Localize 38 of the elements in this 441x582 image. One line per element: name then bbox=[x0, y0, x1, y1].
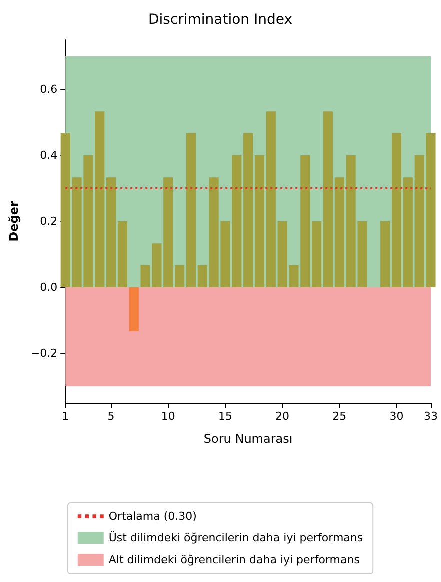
x-tick-label: 20 bbox=[276, 410, 290, 423]
legend-label: Alt dilimdeki öğrencilerin daha iyi performans bbox=[108, 554, 360, 566]
bar bbox=[323, 112, 334, 288]
legend-label: Ortalama (0.30) bbox=[108, 510, 197, 523]
bar bbox=[175, 265, 185, 288]
x-tick-label: 15 bbox=[218, 410, 232, 423]
chart-title: Discrimination Index bbox=[148, 12, 293, 28]
y-tick-label: −0.2 bbox=[30, 347, 58, 360]
bar bbox=[266, 112, 276, 288]
y-axis-title: Değer bbox=[7, 201, 21, 242]
x-tick-label: 33 bbox=[424, 410, 438, 423]
y-tick-label: 0.6 bbox=[40, 83, 58, 96]
bar bbox=[232, 156, 242, 288]
x-tick-label: 10 bbox=[161, 410, 176, 423]
x-tick-label: 30 bbox=[390, 410, 404, 423]
bar bbox=[95, 112, 105, 288]
bar bbox=[186, 133, 196, 288]
bar bbox=[60, 133, 70, 288]
bar bbox=[129, 288, 139, 332]
y-tick-label: 0.4 bbox=[40, 149, 58, 162]
bar bbox=[118, 222, 128, 288]
x-tick-label: 5 bbox=[108, 410, 115, 423]
x-tick-label: 25 bbox=[332, 410, 347, 423]
bar bbox=[254, 156, 264, 288]
x-tick-label: 1 bbox=[62, 410, 70, 423]
bar bbox=[164, 178, 174, 288]
bar bbox=[334, 178, 344, 288]
bar bbox=[106, 178, 116, 288]
bar bbox=[244, 133, 254, 288]
y-tick-label: 0.0 bbox=[40, 281, 58, 294]
x-axis-title: Soru Numarası bbox=[204, 432, 293, 446]
bar bbox=[380, 222, 390, 288]
bar bbox=[312, 222, 322, 288]
bar bbox=[198, 265, 208, 288]
legend-label: Üst dilimdeki öğrencilerin daha iyi performans bbox=[108, 530, 364, 544]
y-tick-label: 0.2 bbox=[40, 215, 58, 228]
bar bbox=[392, 133, 402, 288]
bar bbox=[403, 178, 413, 288]
